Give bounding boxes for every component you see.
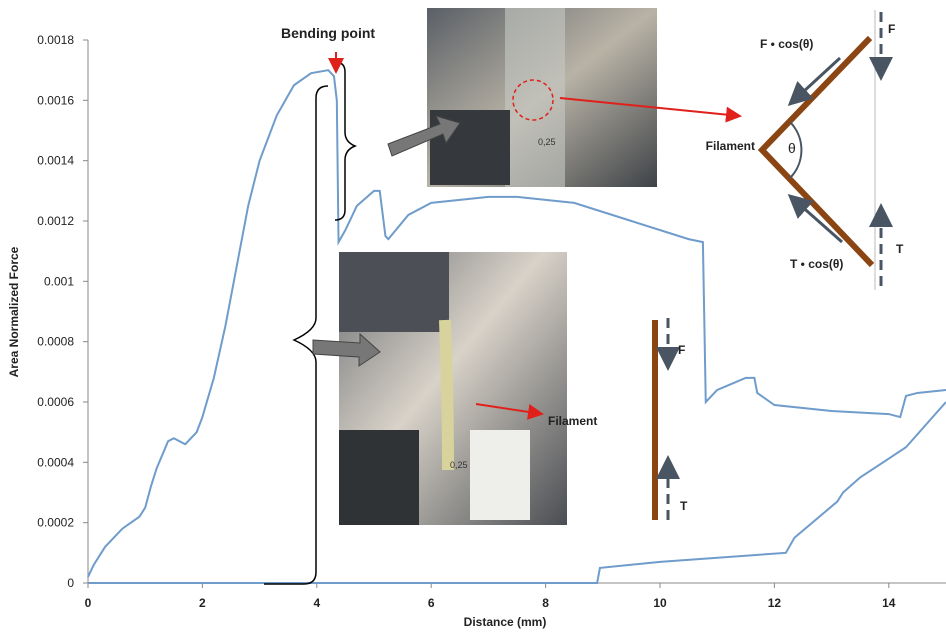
x-tick-label: 6 bbox=[428, 596, 435, 610]
y-tick-label: 0.0014 bbox=[37, 154, 74, 168]
label: T bbox=[896, 242, 904, 256]
filament bbox=[762, 38, 872, 265]
y-axis-title: Area Normalized Force bbox=[7, 246, 21, 377]
label: T • cos(θ) bbox=[790, 257, 843, 271]
label: Filament bbox=[706, 139, 755, 153]
label: F bbox=[888, 22, 895, 36]
label: F • cos(θ) bbox=[760, 37, 813, 51]
y-tick-label: 0.0004 bbox=[37, 455, 74, 469]
y-tick-label: 0.0012 bbox=[37, 214, 74, 228]
x-tick-label: 14 bbox=[882, 596, 896, 610]
photo: 0,25 bbox=[427, 8, 657, 187]
y-tick-label: 0.0006 bbox=[37, 395, 74, 409]
x-tick-label: 2 bbox=[199, 596, 206, 610]
chart: 0 0.0002 0.0004 0.0006 0.0008 0.001 0.0012 0.00… bbox=[0, 0, 946, 634]
x-tick-label: 10 bbox=[653, 596, 667, 610]
x-tick-label: 0 bbox=[85, 596, 92, 610]
photo: 0,25 bbox=[339, 252, 567, 525]
annotation: Bending point bbox=[281, 25, 375, 41]
label: T bbox=[680, 499, 688, 513]
x-axis-title: Distance (mm) bbox=[464, 615, 547, 629]
y-tick-label: 0.0002 bbox=[37, 516, 74, 530]
label: Filament bbox=[548, 414, 597, 428]
y-tick-label: 0.001 bbox=[44, 274, 74, 288]
y-tick-label: 0 bbox=[67, 576, 74, 590]
y-tick-label: 0.0008 bbox=[37, 335, 74, 349]
label: θ bbox=[788, 140, 796, 156]
y-tick-label: 0.0016 bbox=[37, 93, 74, 107]
y-tick-label: 0.0018 bbox=[37, 33, 74, 47]
x-tick-label: 8 bbox=[542, 596, 549, 610]
photo-label: 0,25 bbox=[450, 460, 468, 470]
label: F bbox=[678, 343, 685, 357]
x-tick-label: 12 bbox=[768, 596, 782, 610]
photo-label: 0,25 bbox=[538, 137, 556, 147]
brace bbox=[264, 86, 328, 584]
x-tick-label: 4 bbox=[313, 596, 320, 610]
